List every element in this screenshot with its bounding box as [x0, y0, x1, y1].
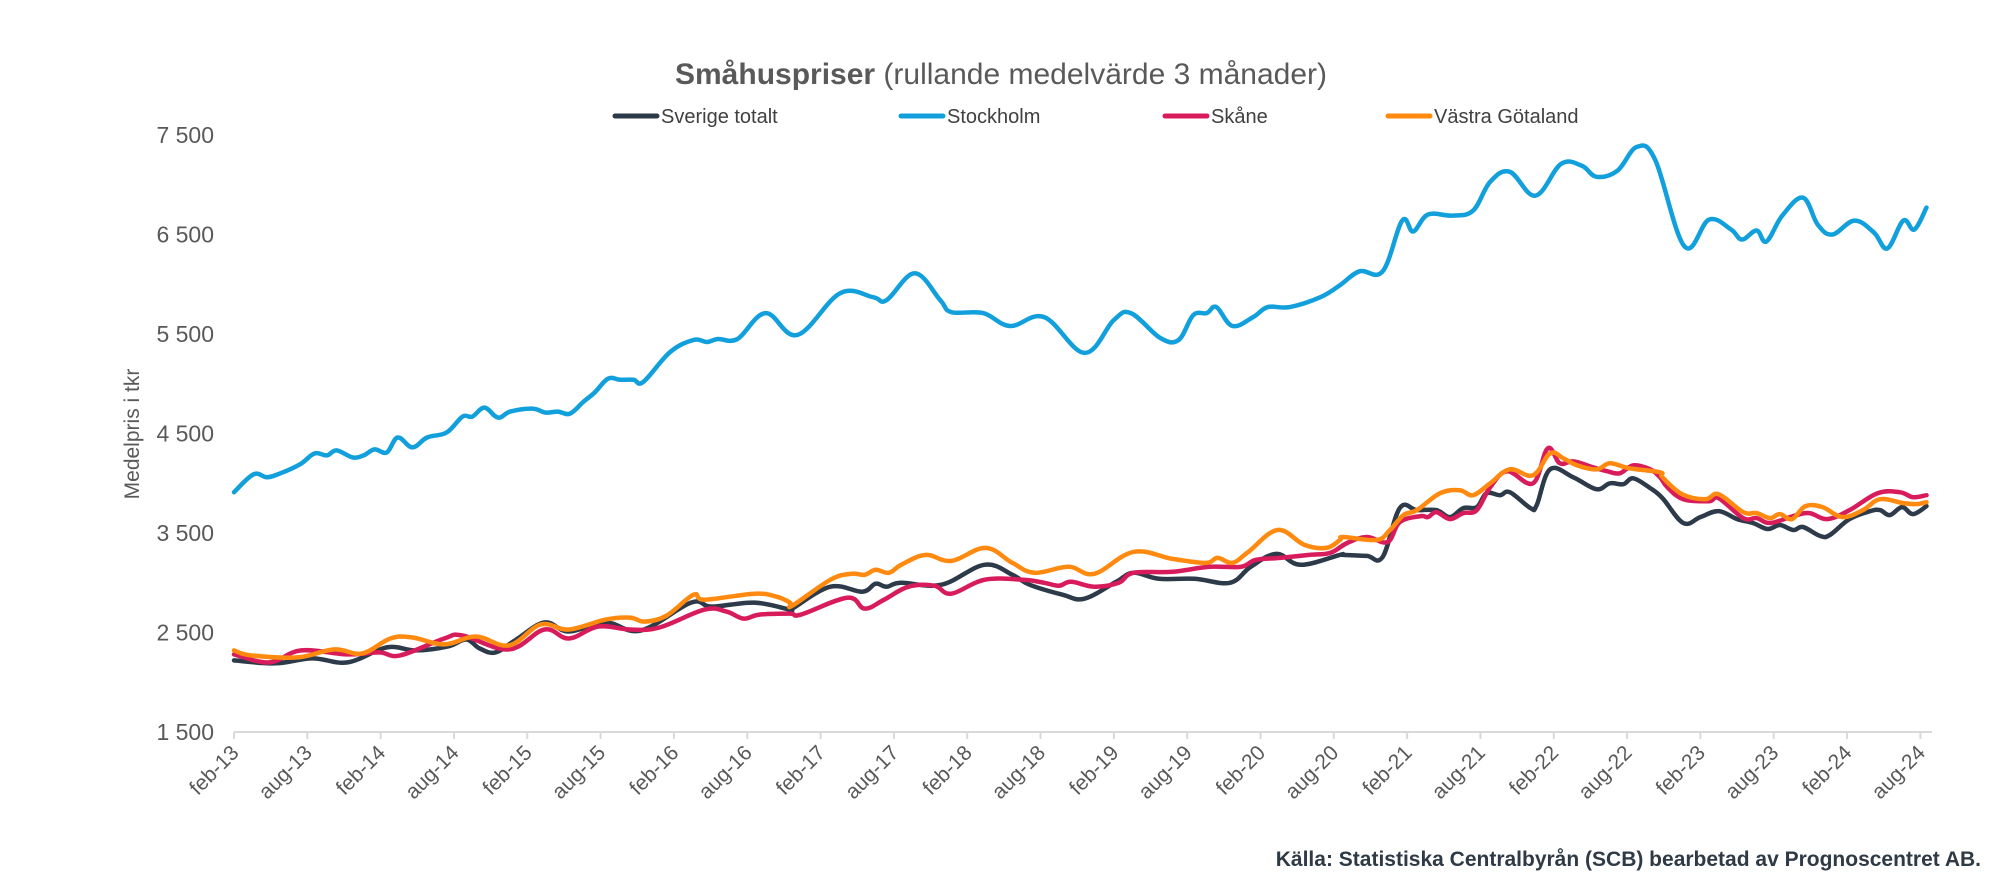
chart-title-bold: Småhuspriser	[675, 58, 875, 91]
x-tick-label: feb-24	[1798, 741, 1857, 800]
legend-label: Sverige totalt	[661, 106, 778, 128]
x-tick-label: aug-20	[1281, 741, 1344, 804]
x-tick-label: feb-14	[332, 741, 391, 800]
x-tick-label: aug-24	[1867, 741, 1930, 804]
legend-item-vastra-gotaland: Västra Götaland	[1385, 106, 1579, 128]
x-tick-label: aug-15	[548, 741, 611, 804]
x-tick-label: feb-13	[185, 741, 243, 799]
x-tick-label: aug-14	[401, 741, 464, 804]
x-tick-label: feb-21	[1358, 741, 1416, 799]
legend-item-skane: Skåne	[1162, 106, 1268, 128]
y-axis-label: Medelpris i tkr	[121, 369, 144, 500]
legend-item-sverige-totalt: Sverige totalt	[612, 106, 778, 128]
legend-item-stockholm: Stockholm	[898, 106, 1040, 128]
x-tick-label: aug-16	[694, 741, 757, 804]
y-tick-label: 6 500	[156, 222, 214, 248]
chart-title: Småhuspriser (rullande medelvärde 3 måna…	[675, 58, 1327, 91]
x-tick-label: feb-17	[772, 741, 830, 799]
series-line-vastra-gotaland	[231, 450, 1929, 660]
x-tick-label: feb-18	[918, 741, 976, 799]
x-tick-label: feb-16	[625, 741, 683, 799]
series-line-skane	[231, 445, 1929, 665]
x-axis-ticks: feb-13 aug-13 feb-14 aug-14 feb-15 aug-15 feb-…	[185, 732, 1930, 804]
x-tick-label: aug-23	[1721, 741, 1784, 804]
y-tick-label: 5 500	[156, 321, 214, 347]
legend: Sverige totalt Stockholm Skåne Västra Götal…	[612, 106, 1579, 128]
legend-label: Västra Götaland	[1434, 106, 1579, 128]
series-line-sverige-totalt	[231, 465, 1929, 666]
x-tick-label: aug-17	[841, 741, 904, 804]
y-tick-label: 2 500	[156, 620, 214, 646]
x-tick-label: feb-20	[1212, 741, 1270, 799]
y-tick-label: 1 500	[156, 719, 214, 745]
x-tick-label: feb-19	[1065, 741, 1123, 799]
legend-label: Skåne	[1211, 106, 1268, 128]
x-tick-label: aug-21	[1427, 741, 1490, 804]
x-tick-label: aug-18	[988, 741, 1051, 804]
legend-label: Stockholm	[947, 106, 1040, 128]
y-axis-ticks: 1 500 2 500 3 500 4 500 5 500 6 500 7 500	[156, 122, 214, 745]
x-tick-label: aug-22	[1574, 741, 1637, 804]
x-tick-label: aug-13	[254, 741, 317, 804]
x-tick-label: feb-22	[1505, 741, 1563, 799]
series-line-stockholm	[231, 143, 1929, 495]
source-note: Källa: Statistiska Centralbyrån (SCB) be…	[1276, 848, 1981, 871]
x-tick-label: feb-23	[1652, 741, 1710, 799]
y-tick-label: 7 500	[156, 122, 214, 148]
y-tick-label: 4 500	[156, 421, 214, 447]
y-tick-label: 3 500	[156, 520, 214, 546]
x-tick-label: aug-19	[1134, 741, 1197, 804]
x-tick-label: feb-15	[478, 741, 536, 799]
chart-title-rest: (rullande medelvärde 3 månader)	[875, 58, 1327, 91]
series-layer	[231, 143, 1929, 666]
